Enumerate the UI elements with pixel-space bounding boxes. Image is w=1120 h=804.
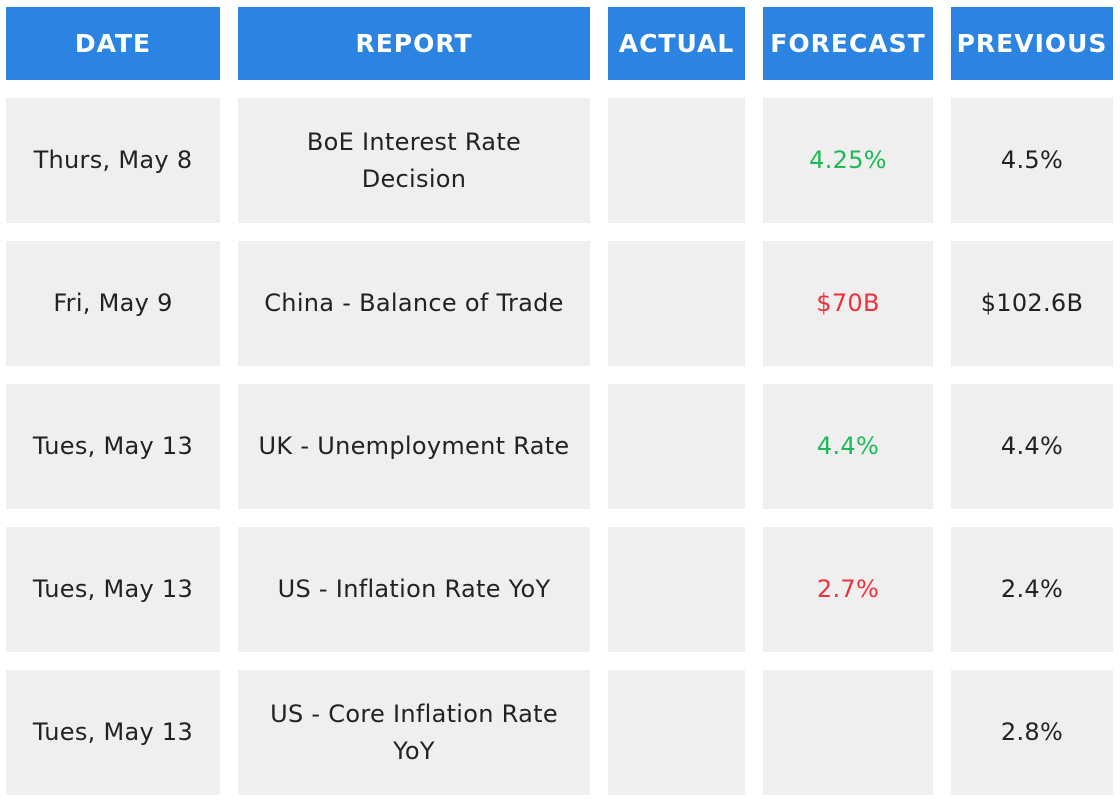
- actual-cell: [608, 384, 745, 509]
- report-cell: BoE Interest Rate Decision: [238, 98, 590, 223]
- actual-cell: [608, 98, 745, 223]
- date-cell: Thurs, May 8: [6, 98, 220, 223]
- forecast-cell: [763, 670, 933, 795]
- header-actual: ACTUAL: [608, 7, 745, 80]
- report-cell: US - Core Inflation Rate YoY: [238, 670, 590, 795]
- report-cell: US - Inflation Rate YoY: [238, 527, 590, 652]
- actual-cell: [608, 527, 745, 652]
- previous-cell: 4.5%: [951, 98, 1113, 223]
- header-forecast: FORECAST: [763, 7, 933, 80]
- date-cell: Fri, May 9: [6, 241, 220, 366]
- date-cell: Tues, May 13: [6, 670, 220, 795]
- forecast-cell: 4.25%: [763, 98, 933, 223]
- previous-cell: 2.4%: [951, 527, 1113, 652]
- header-date: DATE: [6, 7, 220, 80]
- report-cell: UK - Unemployment Rate: [238, 384, 590, 509]
- header-previous: PREVIOUS: [951, 7, 1113, 80]
- forecast-cell: 2.7%: [763, 527, 933, 652]
- actual-cell: [608, 241, 745, 366]
- date-cell: Tues, May 13: [6, 384, 220, 509]
- actual-cell: [608, 670, 745, 795]
- date-cell: Tues, May 13: [6, 527, 220, 652]
- forecast-cell: $70B: [763, 241, 933, 366]
- previous-cell: $102.6B: [951, 241, 1113, 366]
- previous-cell: 2.8%: [951, 670, 1113, 795]
- report-cell: China - Balance of Trade: [238, 241, 590, 366]
- forecast-cell: 4.4%: [763, 384, 933, 509]
- header-report: REPORT: [238, 7, 590, 80]
- previous-cell: 4.4%: [951, 384, 1113, 509]
